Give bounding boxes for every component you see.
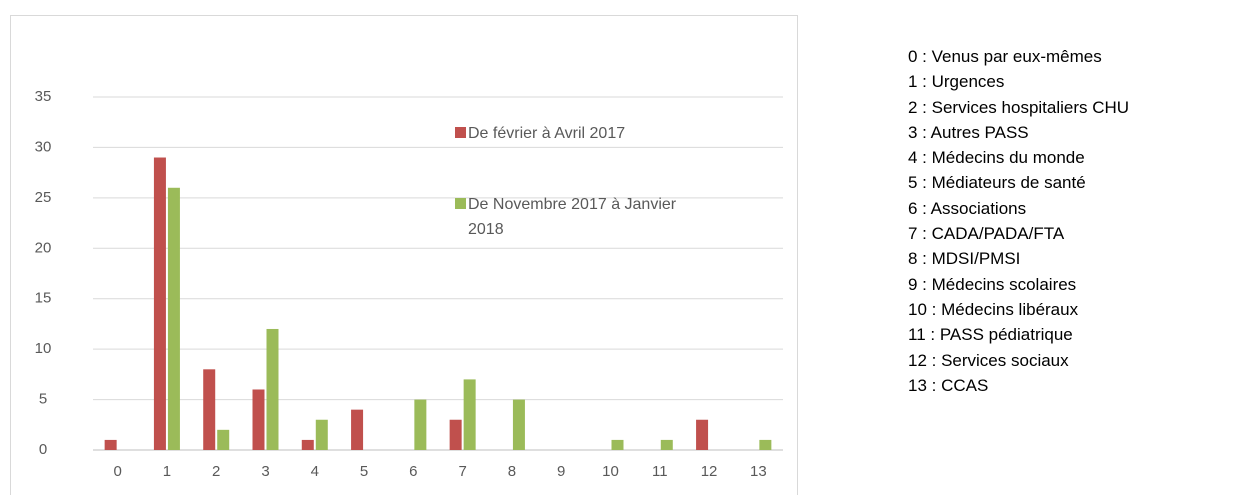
x-tick-label: 7 (458, 463, 466, 480)
category-key-item: 12 : Services sociaux (908, 350, 1069, 370)
bar (266, 328, 279, 450)
y-tick-label: 20 (35, 239, 52, 256)
legend-label: De février à Avril 2017 (468, 125, 626, 142)
bar (463, 379, 476, 450)
x-tick-label: 10 (602, 463, 619, 480)
chart-frame (10, 15, 798, 495)
bar (153, 157, 166, 450)
category-key-item: 5 : Médiateurs de santé (908, 173, 1086, 193)
legend-label: De Novembre 2017 à Janvier 2018 (468, 196, 677, 238)
legend-swatch (455, 198, 466, 209)
x-tick-label: 2 (212, 463, 220, 480)
legend-entry: De février à Avril 2017 (455, 121, 698, 146)
x-tick-label: 4 (311, 463, 319, 480)
category-key-item: 13 : CCAS (908, 375, 989, 395)
y-tick-label: 5 (39, 391, 47, 408)
bar (217, 429, 230, 450)
category-key-item: 8 : MDSI/PMSI (908, 249, 1021, 269)
category-key-item: 0 : Venus par eux-mêmes (908, 47, 1102, 66)
bar (167, 187, 180, 450)
category-key-item: 1 : Urgences (908, 72, 1005, 92)
bar (203, 369, 216, 450)
x-tick-label: 8 (508, 463, 516, 480)
category-key-item: 4 : Médecins du monde (908, 148, 1085, 168)
x-tick-label: 12 (701, 463, 718, 480)
bar (301, 439, 314, 450)
legend-entry: De Novembre 2017 à Janvier 2018 (455, 192, 698, 242)
y-tick-label: 10 (35, 340, 52, 357)
bar (611, 439, 624, 450)
y-tick-label: 15 (35, 290, 52, 307)
bar (512, 399, 525, 450)
bar (696, 419, 709, 450)
x-tick-label: 9 (557, 463, 565, 480)
bar (449, 419, 462, 450)
y-tick-label: 35 (35, 88, 52, 105)
category-key-item: 3 : Autres PASS (908, 122, 1029, 142)
bar (351, 409, 364, 450)
x-tick-label: 0 (113, 463, 121, 480)
y-tick-label: 30 (35, 138, 52, 155)
x-tick-label: 13 (750, 463, 767, 480)
bar (104, 439, 117, 450)
category-key-item: 7 : CADA/PADA/FTA (908, 224, 1065, 244)
category-key-item: 2 : Services hospitaliers CHU (908, 97, 1130, 117)
legend-swatch (455, 127, 466, 138)
x-tick-label: 1 (163, 463, 171, 480)
bar (660, 439, 673, 450)
bar (414, 399, 427, 450)
x-tick-label: 5 (360, 463, 368, 480)
category-key-item: 11 : PASS pédiatrique (908, 325, 1073, 345)
x-tick-label: 6 (409, 463, 417, 480)
category-key-item: 10 : Médecins libéraux (908, 299, 1079, 319)
category-key-item: 6 : Associations (908, 198, 1027, 218)
bar (252, 389, 265, 450)
bar (759, 439, 772, 450)
category-key: 0 : Venus par eux-mêmes 1 : Urgences 2 : S… (908, 44, 1129, 398)
category-key-item: 9 : Médecins scolaires (908, 274, 1077, 294)
x-tick-label: 3 (261, 463, 269, 480)
y-tick-label: 25 (35, 189, 52, 206)
bar (315, 419, 328, 450)
y-tick-label: 0 (39, 441, 47, 458)
x-tick-label: 11 (652, 463, 668, 480)
